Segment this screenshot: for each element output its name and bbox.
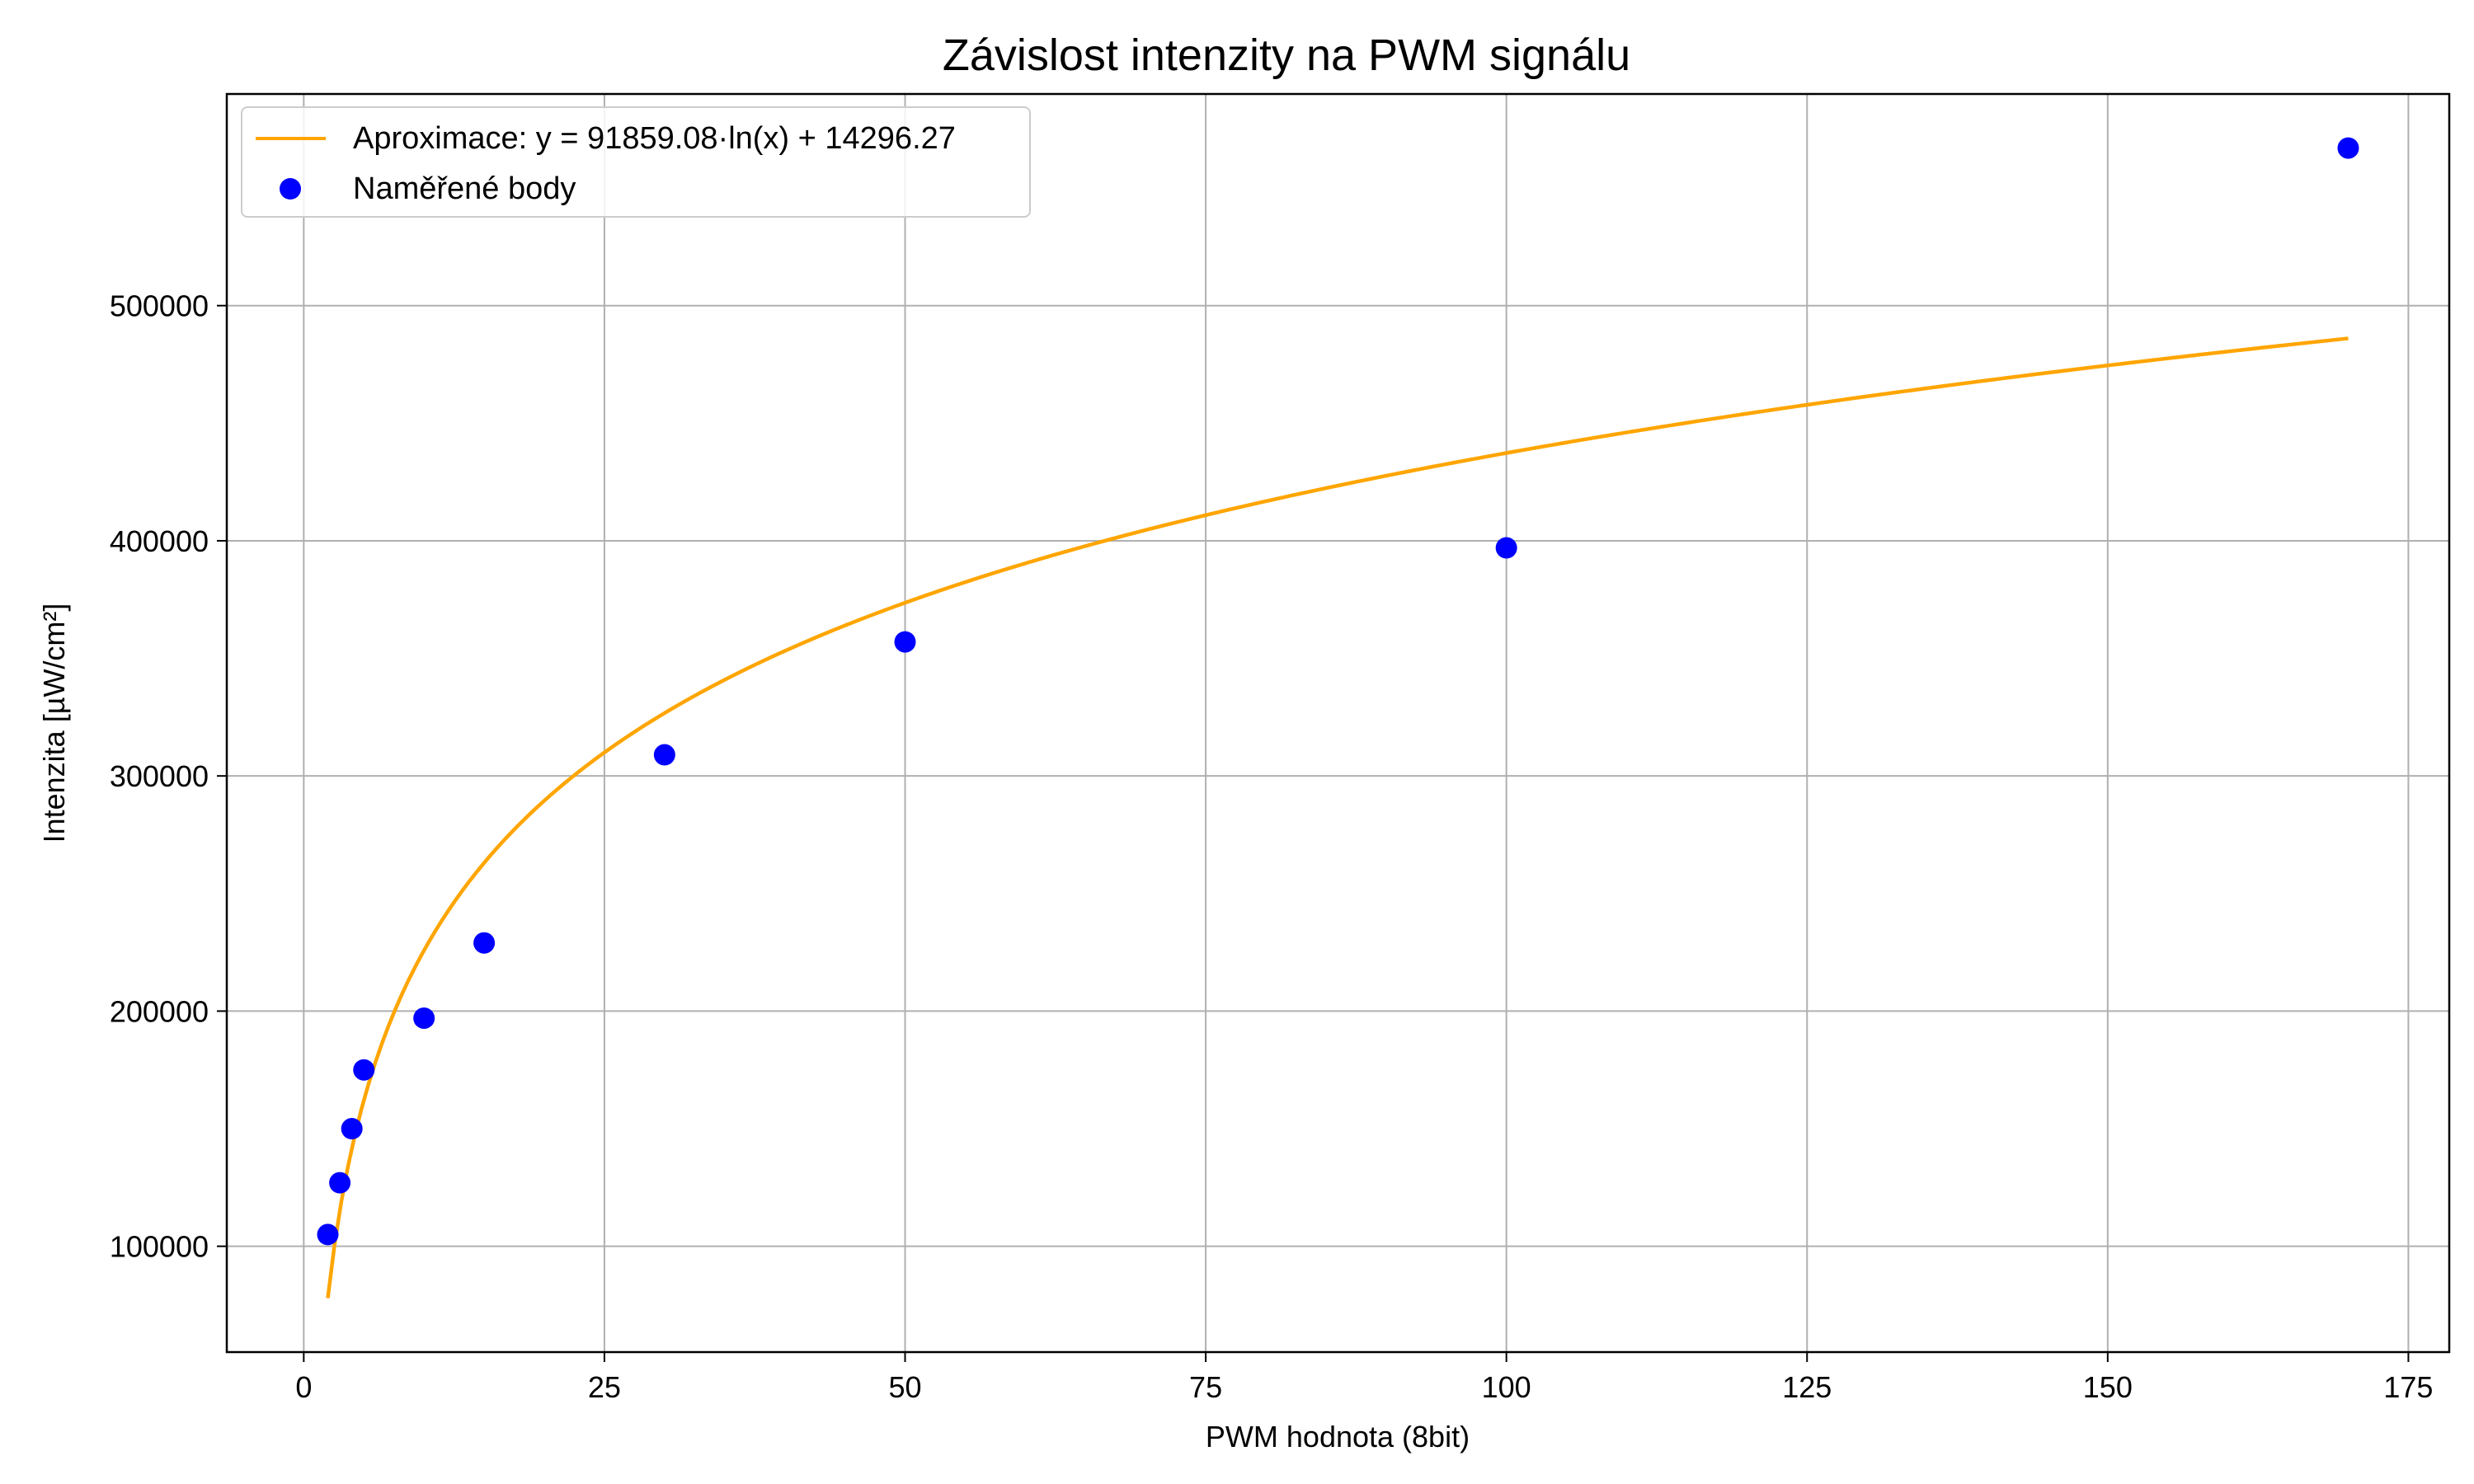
x-axis-title: PWM hodnota (8bit) (1206, 1420, 1470, 1453)
data-point (353, 1059, 375, 1081)
y-tick-label: 300000 (110, 759, 209, 793)
x-ticks: 0 25 50 75 100 125 150 175 (295, 1352, 2433, 1404)
x-tick-label: 0 (295, 1370, 312, 1404)
chart-title: Závislost intenzity na PWM signálu (943, 31, 1630, 80)
fit-curve (326, 336, 2349, 1298)
y-axis-title: Intenzita [µW/cm²] (37, 603, 71, 843)
y-tick-label: 400000 (110, 524, 209, 558)
x-tick-label: 50 (888, 1370, 921, 1404)
data-point (1495, 537, 1517, 559)
data-point (317, 1223, 339, 1246)
x-tick-label: 150 (2083, 1370, 2133, 1404)
series-layer (317, 137, 2359, 1298)
data-point (894, 631, 916, 653)
x-tick-label: 125 (1782, 1370, 1832, 1404)
legend-scatter-label: Naměřené body (353, 171, 576, 206)
x-tick-label: 25 (588, 1370, 621, 1404)
legend: Aproximace: y = 91859.08·ln(x) + 14296.2… (241, 106, 1031, 218)
y-tick-label: 200000 (110, 994, 209, 1028)
plot-frame (225, 92, 2451, 1354)
y-tick-label: 500000 (110, 289, 209, 323)
grid (227, 94, 2449, 1352)
data-point (413, 1007, 435, 1029)
x-tick-label: 175 (2383, 1370, 2433, 1404)
data-point (329, 1172, 351, 1194)
data-point (341, 1118, 363, 1140)
data-point (653, 744, 675, 766)
x-tick-label: 75 (1189, 1370, 1222, 1404)
y-ticks: 100000 200000 300000 400000 500000 (110, 289, 227, 1264)
legend-line-label: Aproximace: y = 91859.08·ln(x) + 14296.2… (353, 121, 956, 156)
data-point (473, 932, 496, 954)
legend-scatter-swatch (280, 178, 301, 200)
legend-box (241, 106, 1031, 218)
x-tick-label: 100 (1482, 1370, 1531, 1404)
data-point (2337, 137, 2359, 159)
y-tick-label: 100000 (110, 1230, 209, 1264)
